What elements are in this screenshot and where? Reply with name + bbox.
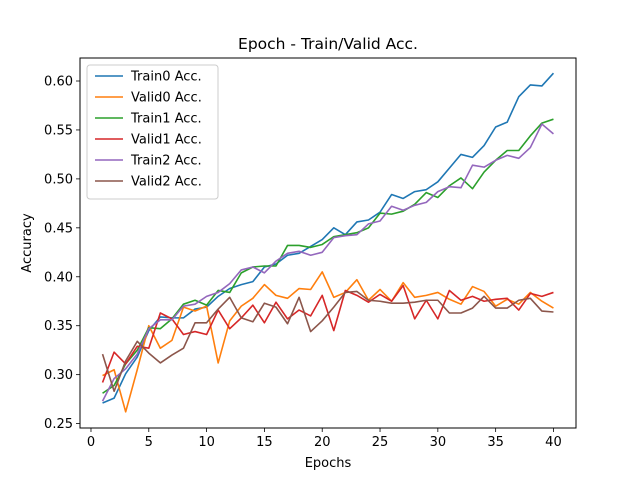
x-tick-label: 40: [545, 435, 562, 450]
y-tick-label: 0.60: [44, 75, 73, 90]
y-tick-label: 0.30: [44, 368, 73, 383]
x-tick-label: 35: [487, 435, 504, 450]
legend-label-train1-acc: Train1 Acc.: [130, 112, 202, 127]
series-line-train0-acc: [102, 72, 555, 404]
y-tick-label: 0.25: [44, 417, 73, 432]
x-axis-ticks: 0 5 10 15 20 25 30 35 40: [87, 428, 562, 450]
y-tick-label: 0.50: [44, 172, 73, 187]
x-tick-label: 0: [87, 435, 95, 450]
series-line-valid0-acc: [102, 271, 554, 413]
x-axis-label: Epochs: [305, 456, 352, 471]
series-layer: [101, 72, 555, 413]
legend-label-valid1-acc: Valid1 Acc.: [131, 133, 202, 148]
legend-label-train0-acc: Train0 Acc.: [130, 70, 202, 85]
x-tick-label: 5: [145, 435, 153, 450]
x-tick-label: 30: [430, 435, 447, 450]
x-tick-label: 15: [256, 435, 273, 450]
y-axis-ticks: 0.25 0.30 0.35 0.40 0.45 0.50 0.55 0.60: [44, 75, 80, 432]
legend-label-valid0-acc: Valid0 Acc.: [131, 91, 202, 106]
series-line-train2-acc: [101, 123, 554, 402]
series-line-train1-acc: [102, 118, 554, 394]
x-tick-label: 20: [314, 435, 331, 450]
series-line-valid2-acc: [101, 290, 554, 393]
y-axis-label: Accuracy: [20, 213, 35, 273]
y-tick-label: 0.55: [44, 123, 73, 138]
legend-label-train2-acc: Train2 Acc.: [130, 154, 202, 169]
legend: Train0 Acc. Valid0 Acc. Train1 Acc. Valid1 …: [86, 64, 219, 200]
y-tick-label: 0.35: [44, 319, 73, 334]
legend-label-valid2-acc: Valid2 Acc.: [131, 175, 202, 190]
x-tick-label: 25: [372, 435, 389, 450]
y-tick-label: 0.40: [44, 270, 73, 285]
plot-frame: [79, 57, 577, 429]
chart-title: Epoch - Train/Valid Acc.: [238, 35, 418, 53]
legend-box: [86, 64, 219, 200]
x-tick-label: 10: [198, 435, 215, 450]
y-tick-label: 0.45: [44, 221, 73, 236]
